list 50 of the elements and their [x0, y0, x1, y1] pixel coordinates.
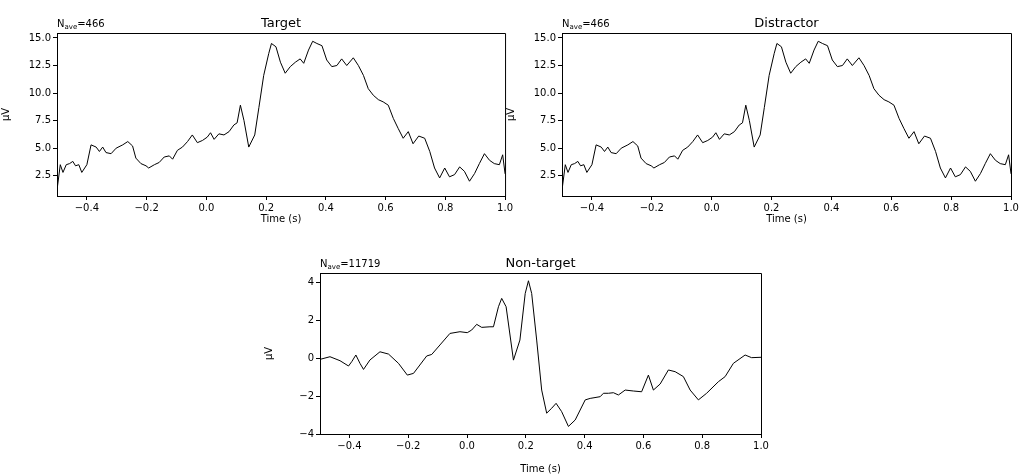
x-tick-label: −0.4 — [74, 201, 100, 213]
y-axis-title: µV — [0, 107, 11, 122]
y-axis-title: µV — [262, 346, 274, 361]
x-axis-title: Time (s) — [259, 212, 302, 224]
x-tick-label: 0.0 — [703, 201, 720, 213]
y-tick-label: −4 — [299, 427, 314, 439]
x-tick-label: 0.8 — [437, 201, 454, 213]
x-tick-label: 0.2 — [763, 201, 780, 213]
x-tick-label: −0.4 — [579, 201, 605, 213]
y-tick-label: 4 — [307, 276, 314, 288]
y-tick-label: 7.5 — [35, 114, 51, 126]
x-tick-label: −0.2 — [639, 201, 664, 213]
y-tick-label: 5.0 — [540, 141, 556, 153]
chart-title: Distractor — [754, 15, 820, 30]
y-tick-label: −2 — [299, 389, 314, 401]
chart-title: Non-target — [505, 255, 576, 270]
x-tick-label: 0.6 — [377, 201, 394, 213]
y-tick-label: 15.0 — [28, 31, 51, 43]
x-tick-label: 0.0 — [459, 439, 475, 451]
x-tick-label: −0.2 — [134, 201, 159, 213]
x-tick-label: 0.6 — [883, 201, 900, 213]
chart-title: Target — [259, 15, 302, 30]
y-tick-label: 7.5 — [540, 114, 556, 126]
x-tick-label: 0.4 — [823, 201, 840, 213]
y-tick-label: 2.5 — [540, 169, 556, 181]
y-tick-label: 5.0 — [35, 141, 51, 153]
y-tick-label: 2.5 — [35, 169, 51, 181]
x-tick-label: 0.4 — [317, 201, 334, 213]
x-tick-label: 1.0 — [753, 439, 769, 451]
x-axis-title: Time (s) — [765, 212, 807, 224]
x-tick-label: 0.4 — [576, 439, 593, 451]
x-tick-label: −0.2 — [396, 439, 421, 451]
x-tick-label: −0.4 — [337, 439, 362, 451]
y-tick-label: 0 — [307, 351, 314, 363]
x-axis-title: Time (s) — [519, 462, 561, 474]
x-tick-label: 0.0 — [198, 201, 215, 213]
y-tick-label: 12.5 — [533, 59, 556, 71]
x-tick-label: 0.2 — [258, 201, 275, 213]
y-tick-label: 10.0 — [533, 86, 556, 98]
y-axis-title: µV — [504, 107, 516, 122]
x-tick-label: 0.6 — [635, 439, 652, 451]
x-tick-label: 0.8 — [943, 201, 960, 213]
x-tick-label: 1.0 — [1003, 201, 1019, 213]
y-tick-label: 12.5 — [28, 59, 51, 71]
y-tick-label: 15.0 — [533, 31, 556, 43]
x-tick-label: 1.0 — [497, 201, 513, 213]
y-tick-label: 2 — [307, 313, 314, 325]
x-tick-label: 0.8 — [694, 439, 711, 451]
x-tick-label: 0.2 — [517, 439, 534, 451]
y-tick-label: 10.0 — [28, 86, 51, 98]
